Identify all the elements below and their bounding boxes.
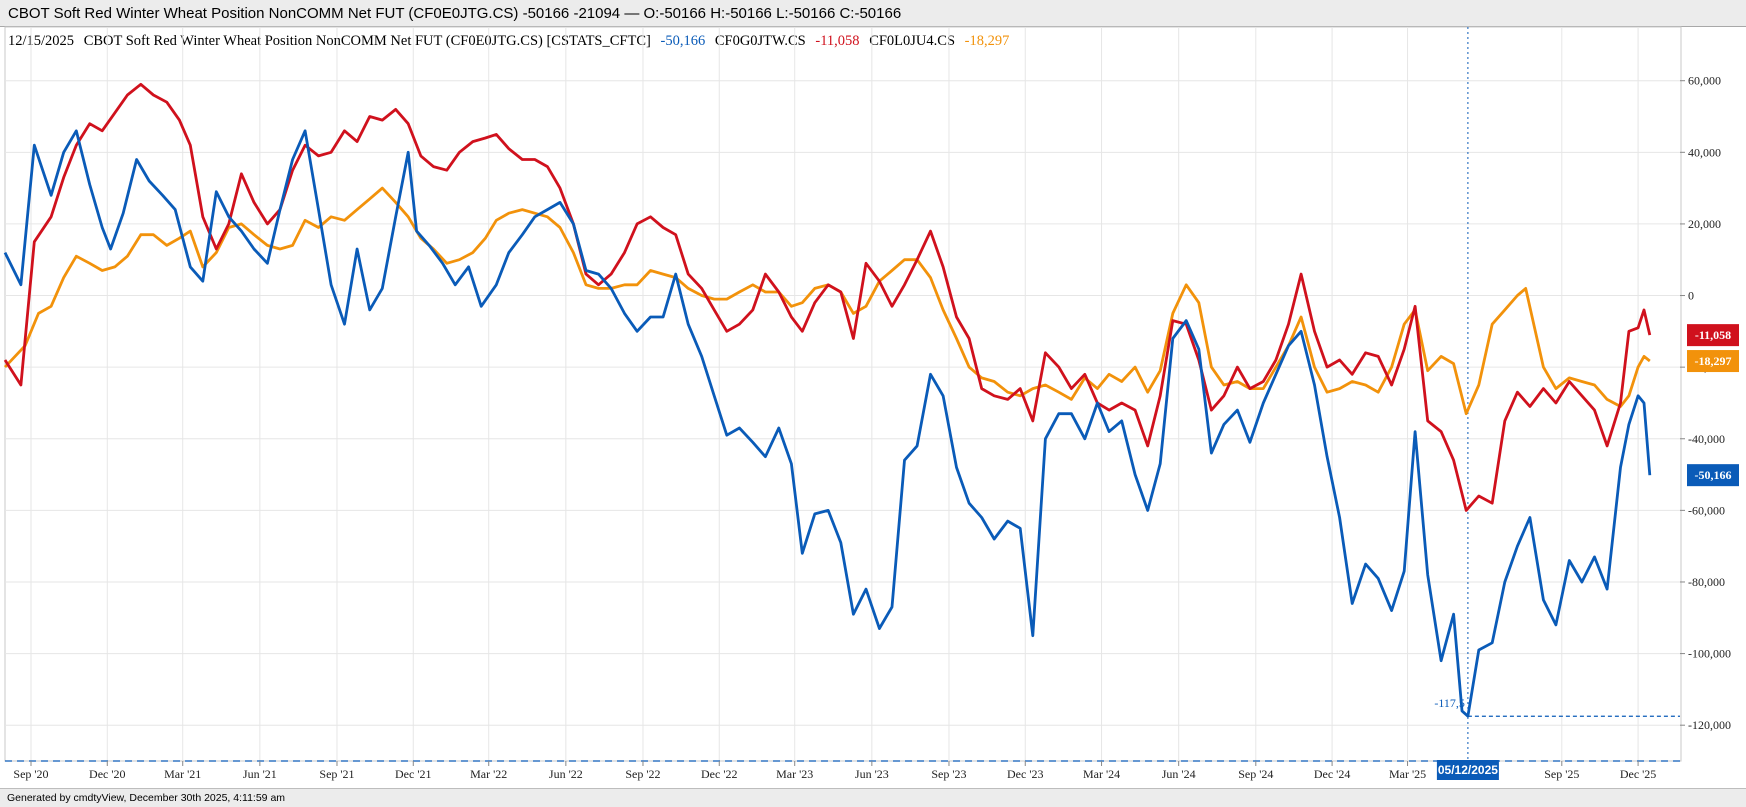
y-tick-label: -120,000 xyxy=(1688,718,1731,732)
crosshair-date-label: 05/12/2025 xyxy=(1438,763,1498,777)
y-tick-label: 40,000 xyxy=(1688,145,1721,159)
x-tick-label: Mar '22 xyxy=(470,767,507,781)
last-value-tag xyxy=(1687,350,1739,373)
x-tick-label: Mar '21 xyxy=(164,767,201,781)
x-tick-label: Jun '22 xyxy=(549,767,583,781)
y-tick-label: 60,000 xyxy=(1688,74,1721,88)
x-tick-label: Dec '24 xyxy=(1314,767,1350,781)
legend-series3-value: -18,297 xyxy=(964,33,1010,49)
x-tick-label: Mar '24 xyxy=(1083,767,1120,781)
x-tick-label: Sep '20 xyxy=(13,767,48,781)
x-tick-label: Sep '23 xyxy=(931,767,966,781)
legend-series2-value: -11,058 xyxy=(815,33,860,49)
x-tick-label: Sep '25 xyxy=(1544,767,1579,781)
last-value-tags: -50,166 -11,058 -18,297 05/12/2025 xyxy=(1436,324,1739,780)
line-chart[interactable]: -117,5 60,00040,00020,0000-20,000-40,000… xyxy=(0,0,1746,788)
legend-main-label: CBOT Soft Red Winter Wheat Position NonC… xyxy=(83,33,651,49)
last-value-tag-label: -11,058 xyxy=(1695,328,1731,342)
x-tick-label: Dec '23 xyxy=(1007,767,1043,781)
reference-lines: -117,5 xyxy=(5,27,1680,762)
y-tick-label: 0 xyxy=(1688,289,1694,303)
x-tick-label: Jun '21 xyxy=(243,767,277,781)
x-tick-label: Dec '20 xyxy=(89,767,125,781)
y-axis: 60,00040,00020,0000-20,000-40,000-60,000… xyxy=(1680,74,1731,732)
x-tick-label: Dec '21 xyxy=(395,767,431,781)
series-lines[interactable] xyxy=(3,82,1652,718)
x-tick-label: Dec '22 xyxy=(701,767,737,781)
last-value-tag-label: -50,166 xyxy=(1695,468,1732,482)
legend-series2-label: CF0G0JTW.CS xyxy=(714,33,806,49)
x-tick-label: Sep '22 xyxy=(625,767,660,781)
grid-lines xyxy=(5,27,1680,761)
series-line-cf0e0jtg-cs[interactable] xyxy=(3,129,1652,718)
series-line-cf0g0jtw-cs[interactable] xyxy=(3,82,1652,512)
y-tick-label: -100,000 xyxy=(1688,647,1731,661)
last-value-tag-label: -18,297 xyxy=(1695,354,1732,368)
x-tick-label: Jun '23 xyxy=(855,767,889,781)
y-tick-label: -60,000 xyxy=(1688,503,1725,517)
legend-date: 12/15/2025 xyxy=(8,33,75,49)
y-tick-label: 20,000 xyxy=(1688,217,1721,231)
x-tick-label: Jun '24 xyxy=(1162,767,1196,781)
x-tick-label: Dec '25 xyxy=(1620,767,1656,781)
series-line-cf0l0ju4-cs[interactable] xyxy=(3,186,1651,416)
crosshair-date-box xyxy=(1436,760,1499,780)
y-tick-label: -40,000 xyxy=(1688,432,1725,446)
generated-by-text: Generated by cmdtyView, December 30th 20… xyxy=(7,792,286,804)
chart-legend: 12/15/2025 CBOT Soft Red Winter Wheat Po… xyxy=(8,33,1015,50)
footer-bar: Generated by cmdtyView, December 30th 20… xyxy=(0,788,1746,807)
legend-main-value: -50,166 xyxy=(660,33,706,49)
last-value-tag xyxy=(1687,324,1739,347)
x-tick-label: Sep '24 xyxy=(1238,767,1273,781)
x-tick-label: Mar '23 xyxy=(776,767,813,781)
plot-frame xyxy=(4,26,1682,762)
y-tick-label: -80,000 xyxy=(1688,575,1725,589)
x-tick-label: Mar '25 xyxy=(1389,767,1426,781)
window-title: CBOT Soft Red Winter Wheat Position NonC… xyxy=(8,5,902,22)
legend-series3-label: CF0L0JU4.CS xyxy=(869,33,956,49)
last-value-tag xyxy=(1687,464,1739,487)
min-value-label: -117,5 xyxy=(1434,696,1465,710)
x-tick-label: Sep '21 xyxy=(319,767,354,781)
x-axis: Sep '20 Dec '20 Mar '21 Jun '21 Sep '21 Dec '… xyxy=(13,761,1656,781)
